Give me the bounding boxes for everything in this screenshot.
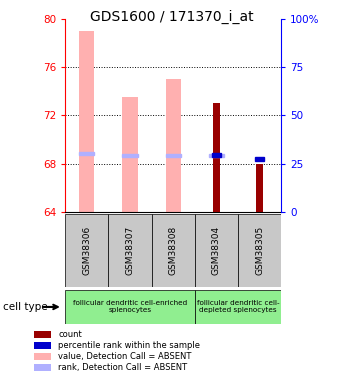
Text: GSM38307: GSM38307 <box>126 226 134 275</box>
Bar <box>256 164 263 212</box>
Bar <box>238 214 281 287</box>
Bar <box>122 154 138 157</box>
Text: follicular dendritic cell-enriched
splenocytes: follicular dendritic cell-enriched splen… <box>73 300 187 313</box>
Bar <box>166 79 181 212</box>
Bar <box>209 154 224 157</box>
Text: follicular dendritic cell-
depleted splenocytes: follicular dendritic cell- depleted sple… <box>197 300 279 313</box>
Text: cell type: cell type <box>3 302 47 312</box>
Bar <box>166 154 181 157</box>
Bar <box>108 214 152 287</box>
Text: GSM38304: GSM38304 <box>212 226 221 275</box>
Text: rank, Detection Call = ABSENT: rank, Detection Call = ABSENT <box>58 363 188 372</box>
Bar <box>152 214 195 287</box>
Text: count: count <box>58 330 82 339</box>
Text: value, Detection Call = ABSENT: value, Detection Call = ABSENT <box>58 352 192 361</box>
Bar <box>195 214 238 287</box>
Bar <box>34 364 51 372</box>
Bar <box>34 330 51 338</box>
Bar <box>79 152 94 156</box>
Bar <box>65 214 108 287</box>
Bar <box>79 31 94 212</box>
Bar <box>65 290 195 324</box>
Bar <box>122 97 138 212</box>
Text: GSM38306: GSM38306 <box>82 226 91 275</box>
Bar <box>213 103 220 212</box>
Text: GSM38305: GSM38305 <box>255 226 264 275</box>
Bar <box>195 290 281 324</box>
Text: percentile rank within the sample: percentile rank within the sample <box>58 341 200 350</box>
Bar <box>34 352 51 360</box>
Bar <box>256 157 264 161</box>
Text: GSM38308: GSM38308 <box>169 226 178 275</box>
Bar <box>212 153 221 157</box>
Text: GDS1600 / 171370_i_at: GDS1600 / 171370_i_at <box>90 9 253 24</box>
Bar <box>34 342 51 350</box>
